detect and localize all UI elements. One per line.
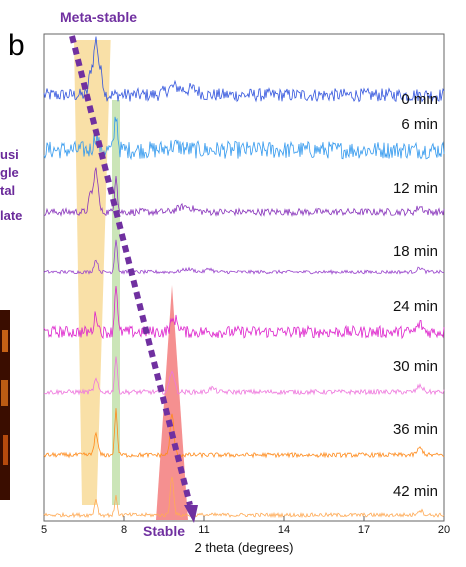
time-label-42-min: 42 min (393, 483, 438, 500)
time-label-24-min: 24 min (393, 298, 438, 315)
x-axis-title: 2 theta (degrees) (194, 540, 293, 555)
time-label-12-min: 12 min (393, 180, 438, 197)
side-caption-line-1: usi (0, 147, 19, 162)
trace-6-min (43, 116, 445, 161)
time-label-30-min: 30 min (393, 358, 438, 375)
side-caption-line-4: late (0, 208, 22, 223)
side-caption-line-3: tal (0, 183, 15, 198)
time-label-0-min: 0 min (401, 91, 438, 108)
intermediate-band (112, 100, 120, 505)
time-label-18-min: 18 min (393, 243, 438, 260)
x-tick-label: 5 (41, 524, 47, 536)
stable-annotation: Stable (143, 523, 185, 539)
trace-30-min (43, 356, 445, 396)
trace-36-min (43, 408, 445, 459)
x-tick-label: 11 (198, 524, 209, 536)
time-labels: 0 min 6 min 12 min 18 min 24 min 30 min 36 min… (393, 91, 438, 500)
trace-0-min (43, 36, 445, 103)
transition-arrow (69, 35, 198, 523)
trace-12-min (43, 167, 445, 217)
xrd-traces (43, 36, 445, 519)
panel-label: b (8, 29, 25, 62)
x-tick-label: 20 (438, 524, 450, 536)
plot-frame (43, 33, 445, 522)
trace-18-min (43, 239, 445, 275)
trace-42-min (43, 476, 445, 519)
side-caption-line-2: gle (0, 165, 19, 180)
x-tick-label: 8 (121, 524, 127, 536)
trace-24-min (43, 286, 445, 340)
x-tick-label: 14 (278, 524, 290, 536)
inset-image (0, 310, 10, 500)
time-label-6-min: 6 min (401, 116, 438, 133)
time-label-36-min: 36 min (393, 421, 438, 438)
x-axis-ticks: 5 8 11 14 17 20 (41, 516, 450, 536)
meta-stable-annotation: Meta-stable (60, 9, 137, 25)
x-tick-label: 17 (358, 524, 370, 536)
